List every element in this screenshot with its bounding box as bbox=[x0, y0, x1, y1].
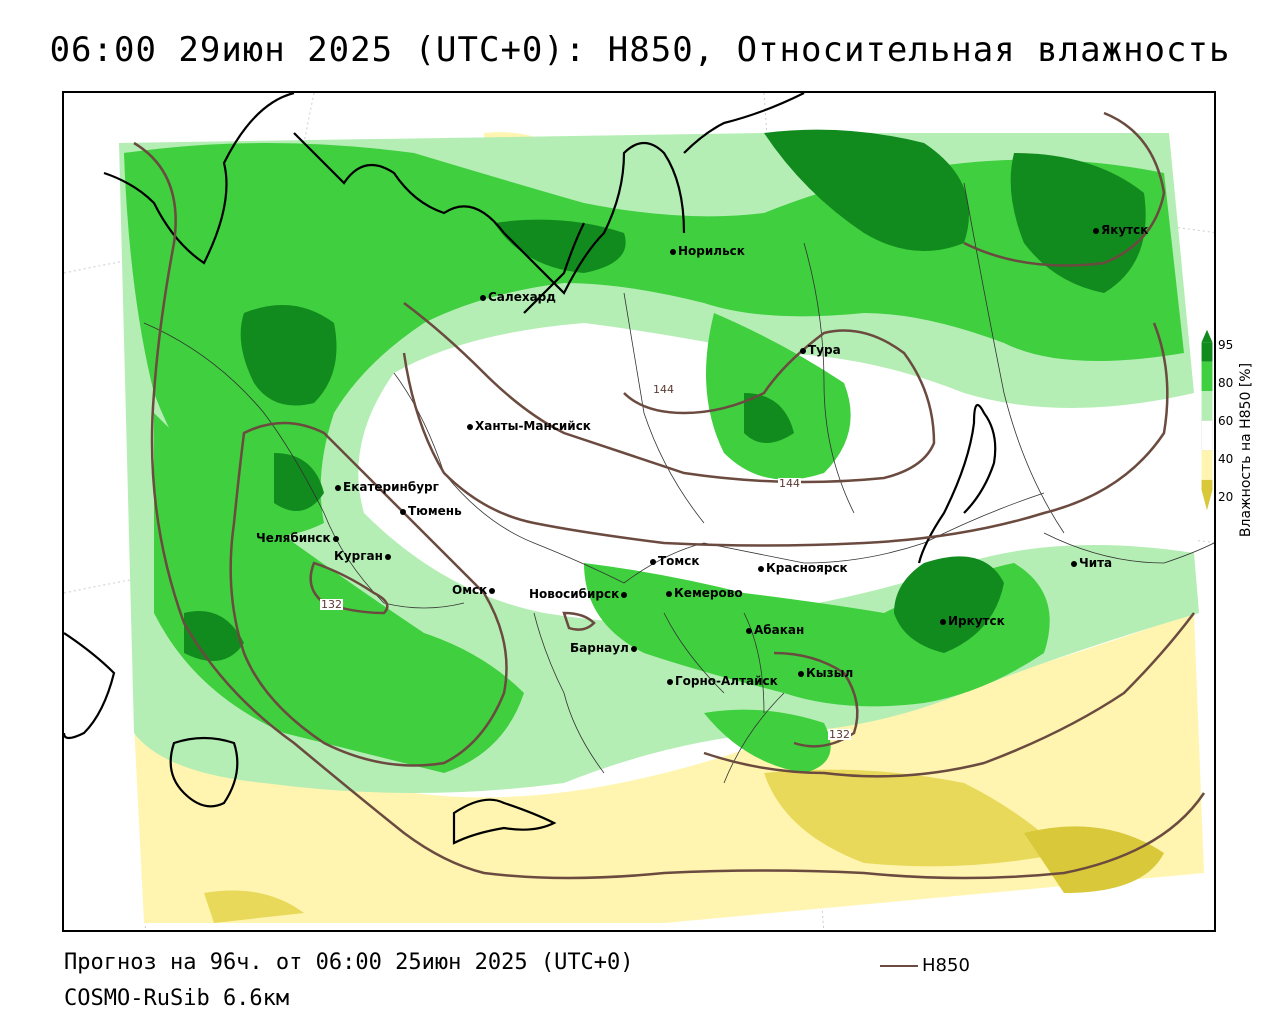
city-tomsk: Томск bbox=[650, 555, 700, 567]
city-dot bbox=[621, 591, 628, 598]
legend-arrow-top bbox=[1201, 329, 1213, 343]
city-dot bbox=[400, 508, 406, 515]
h850-contours bbox=[133, 111, 1206, 880]
legend-band-neutral bbox=[1201, 420, 1213, 451]
legend-tick: 60 bbox=[1218, 414, 1234, 428]
city-barnaul: Барнаул bbox=[570, 642, 639, 654]
very-humid-areas bbox=[184, 129, 1146, 661]
city-chelyabinsk: Челябинск bbox=[256, 532, 341, 544]
city-dot bbox=[489, 587, 496, 594]
legend-tick: 20 bbox=[1218, 490, 1234, 504]
legend-band-very-dry bbox=[1201, 479, 1213, 490]
city-gorno-altaysk: Горно-Алтайск bbox=[667, 675, 778, 687]
city-dot bbox=[480, 294, 486, 301]
city-dot bbox=[670, 248, 676, 255]
legend-tick: 80 bbox=[1218, 376, 1234, 390]
city-dot bbox=[746, 627, 752, 634]
humidity-legend: 95 80 60 40 20 bbox=[1196, 300, 1280, 600]
city-dot bbox=[798, 670, 804, 677]
admin-borders bbox=[143, 182, 1214, 784]
h850-legend-label: H850 bbox=[922, 955, 970, 976]
city-dot bbox=[650, 558, 656, 565]
contour-label: 132 bbox=[320, 598, 343, 611]
h850-legend: H850 bbox=[880, 955, 970, 976]
city-yekaterinburg: Екатеринбург bbox=[335, 481, 439, 493]
legend-band-moist bbox=[1201, 391, 1213, 421]
city-kemerovo: Кемерово bbox=[666, 587, 743, 599]
contour-label: 144 bbox=[652, 383, 675, 396]
legend-band-humid bbox=[1201, 361, 1213, 392]
legend-tick: 40 bbox=[1218, 452, 1234, 466]
city-dot bbox=[667, 678, 673, 685]
city-tyumen: Тюмень bbox=[400, 505, 462, 517]
city-dot bbox=[940, 618, 946, 625]
city-irkutsk: Иркутск bbox=[940, 615, 1005, 627]
city-norilsk: Норильск bbox=[670, 245, 745, 257]
city-dot bbox=[332, 535, 339, 542]
legend-tick: 95 bbox=[1218, 338, 1234, 352]
legend-arrow-bottom bbox=[1201, 490, 1213, 511]
city-kyzyl: Кызыл bbox=[798, 667, 853, 679]
city-chita: Чита bbox=[1071, 557, 1112, 569]
city-dot bbox=[758, 565, 764, 572]
map-title: 06:00 29июн 2025 (UTC+0): H850, Относите… bbox=[49, 30, 1231, 70]
city-dot bbox=[335, 484, 341, 491]
city-salekhard: Салехард bbox=[480, 291, 556, 303]
city-kurgan: Курган bbox=[334, 550, 393, 562]
coastline bbox=[64, 93, 997, 845]
legend-colorbar bbox=[1201, 329, 1213, 511]
city-krasnoyarsk: Красноярск bbox=[758, 562, 848, 574]
legend-band-very-humid bbox=[1201, 342, 1213, 362]
city-dot bbox=[1093, 227, 1099, 234]
city-dot bbox=[666, 590, 672, 597]
city-dot bbox=[630, 645, 637, 652]
city-dot bbox=[1071, 560, 1077, 567]
city-yakutsk: Якутск bbox=[1093, 224, 1148, 236]
city-novosibirsk: Новосибирск bbox=[529, 588, 629, 600]
city-tura: Тура bbox=[800, 344, 841, 356]
map-canvas bbox=[64, 93, 1214, 930]
forecast-info: Прогноз на 96ч. от 06:00 25июн 2025 (UTC… bbox=[64, 950, 634, 975]
city-abakan: Абакан bbox=[746, 624, 804, 636]
map-area: 144 144 132 132 Норильск Якутск Салехард… bbox=[62, 91, 1216, 932]
city-dot bbox=[800, 347, 806, 354]
contour-label: 144 bbox=[778, 477, 801, 490]
city-omsk: Омск bbox=[452, 584, 497, 596]
legend-band-dry bbox=[1201, 450, 1213, 480]
city-khanty-mansiysk: Ханты-Мансийск bbox=[467, 420, 591, 432]
legend-title: Влажность на H850 [%] bbox=[1238, 362, 1254, 538]
model-name: COSMO-RuSib 6.6км bbox=[64, 986, 290, 1011]
h850-line-swatch bbox=[880, 964, 918, 967]
city-dot bbox=[384, 553, 391, 560]
contour-label: 132 bbox=[828, 728, 851, 741]
city-dot bbox=[467, 423, 473, 430]
